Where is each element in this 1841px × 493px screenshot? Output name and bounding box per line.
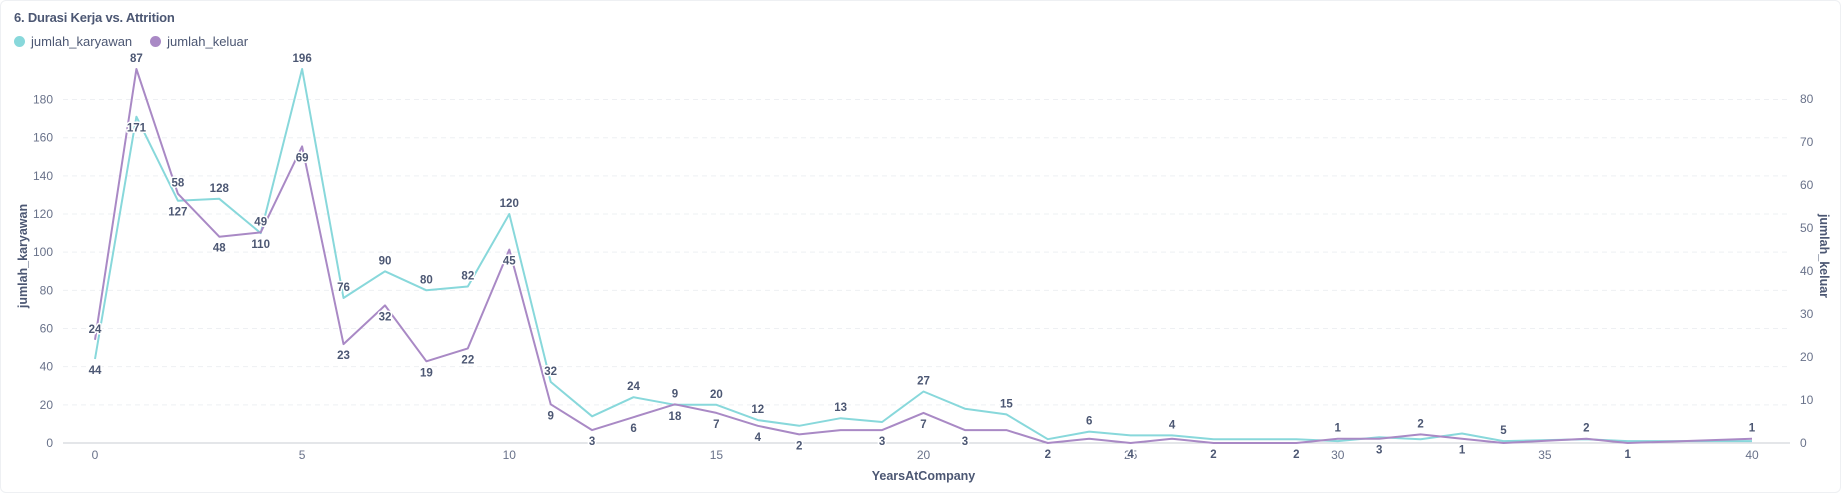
y-left-tick-label: 60 <box>40 322 54 336</box>
data-label: 82 <box>461 271 474 283</box>
data-label: 3 <box>589 436 595 448</box>
legend-swatch-jumlah-keluar <box>150 36 162 47</box>
data-label: 7 <box>713 419 719 431</box>
x-tick-label: 5 <box>299 448 306 462</box>
y-right-tick-label: 30 <box>1800 307 1814 321</box>
y-left-tick-label: 160 <box>33 131 53 145</box>
data-label: 2 <box>1293 449 1299 461</box>
data-label: 48 <box>213 243 226 255</box>
data-label: 4 <box>1169 419 1176 431</box>
data-label: 2 <box>1045 449 1051 461</box>
legend-label-jumlah-karyawan: jumlah_karyawan <box>31 34 133 49</box>
x-tick-label: 15 <box>710 448 724 462</box>
y-left-tick-label: 40 <box>40 360 54 374</box>
data-label: 20 <box>710 389 723 401</box>
y-left-tick-label: 180 <box>33 93 53 107</box>
data-label: 3 <box>962 436 968 448</box>
y-left-tick-label: 100 <box>33 245 53 259</box>
data-label: 4 <box>755 432 762 444</box>
x-tick-label: 25 <box>1124 448 1138 462</box>
data-label: 196 <box>293 53 312 65</box>
y-right-tick-label: 80 <box>1800 92 1814 106</box>
y-right-tick-label: 60 <box>1800 178 1814 192</box>
data-label: 12 <box>751 404 764 416</box>
y-left-tick-label: 140 <box>33 169 53 183</box>
data-label: 2 <box>796 440 802 452</box>
data-label: 127 <box>168 207 187 219</box>
legend-item-jumlah-keluar[interactable]: jumlah_keluar <box>150 34 248 49</box>
x-tick-label: 30 <box>1331 448 1345 462</box>
data-label: 9 <box>672 388 678 400</box>
data-label: 49 <box>254 216 267 228</box>
data-label: 32 <box>544 366 557 378</box>
data-label: 13 <box>834 402 847 414</box>
y-right-tick-label: 10 <box>1800 393 1814 407</box>
data-label: 80 <box>420 274 433 286</box>
data-label: 2 <box>1417 418 1423 430</box>
data-label: 24 <box>627 381 640 393</box>
x-tick-label: 20 <box>917 448 931 462</box>
data-label: 3 <box>1376 445 1382 457</box>
data-label: 9 <box>547 410 553 422</box>
x-tick-label: 35 <box>1538 448 1552 462</box>
legend-label-jumlah-keluar: jumlah_keluar <box>167 34 249 49</box>
y-right-tick-label: 20 <box>1800 350 1814 364</box>
data-label: 1 <box>1335 423 1342 435</box>
x-axis-title: YearsAtCompany <box>872 469 976 483</box>
data-label: 1 <box>1749 423 1756 435</box>
data-label: 15 <box>1000 398 1013 410</box>
data-label: 171 <box>127 123 147 135</box>
data-label: 87 <box>130 53 143 65</box>
legend-item-jumlah-karyawan[interactable]: jumlah_karyawan <box>14 34 132 49</box>
y-left-tick-label: 120 <box>33 207 53 221</box>
x-tick-label: 40 <box>1745 448 1759 462</box>
data-label: 1 <box>1459 445 1466 457</box>
x-tick-label: 0 <box>92 448 99 462</box>
data-label: 2 <box>1583 423 1589 435</box>
series-line-jumlah-keluar <box>94 68 1753 444</box>
y-left-tick-label: 80 <box>40 283 54 297</box>
data-label: 2 <box>1210 449 1216 461</box>
data-label: 76 <box>337 282 350 294</box>
chart-title[interactable]: 6. Durasi Kerja vs. Attrition <box>14 10 175 25</box>
data-label: 69 <box>296 152 309 164</box>
data-label: 4 <box>1127 449 1134 461</box>
y-right-tick-label: 40 <box>1800 264 1814 278</box>
data-label: 1 <box>1625 449 1632 461</box>
data-label: 6 <box>630 423 636 435</box>
data-label: 5 <box>1500 425 1507 437</box>
data-label: 32 <box>379 311 392 323</box>
data-label: 6 <box>1086 416 1092 428</box>
data-label: 120 <box>500 198 519 210</box>
data-label: 23 <box>337 350 350 362</box>
data-label: 45 <box>503 256 516 268</box>
series-line-jumlah-karyawan <box>94 68 1752 443</box>
data-label: 7 <box>920 419 926 431</box>
legend-swatch-jumlah-karyawan <box>14 36 25 47</box>
data-label: 27 <box>917 375 930 387</box>
data-label: 44 <box>89 365 102 377</box>
data-label: 110 <box>251 239 270 251</box>
y-left-tick-label: 0 <box>46 436 53 450</box>
y-left-tick-label: 20 <box>40 398 54 412</box>
data-label: 3 <box>879 436 885 448</box>
data-label: 19 <box>420 367 433 379</box>
y-right-tick-label: 0 <box>1800 436 1807 450</box>
legend: jumlah_karyawan jumlah_keluar <box>14 34 248 49</box>
x-tick-label: 10 <box>503 448 517 462</box>
data-label: 90 <box>379 255 392 267</box>
data-label: 58 <box>171 178 184 190</box>
y-right-axis-title: jumlah_keluar <box>1817 213 1831 298</box>
y-left-axis-title: jumlah_karyawan <box>16 204 30 309</box>
data-label: 18 <box>669 411 682 423</box>
data-label: 22 <box>461 354 474 366</box>
data-label: 24 <box>89 324 102 336</box>
y-right-tick-label: 50 <box>1800 221 1814 235</box>
data-label: 128 <box>210 183 230 195</box>
y-right-tick-label: 70 <box>1800 135 1814 149</box>
